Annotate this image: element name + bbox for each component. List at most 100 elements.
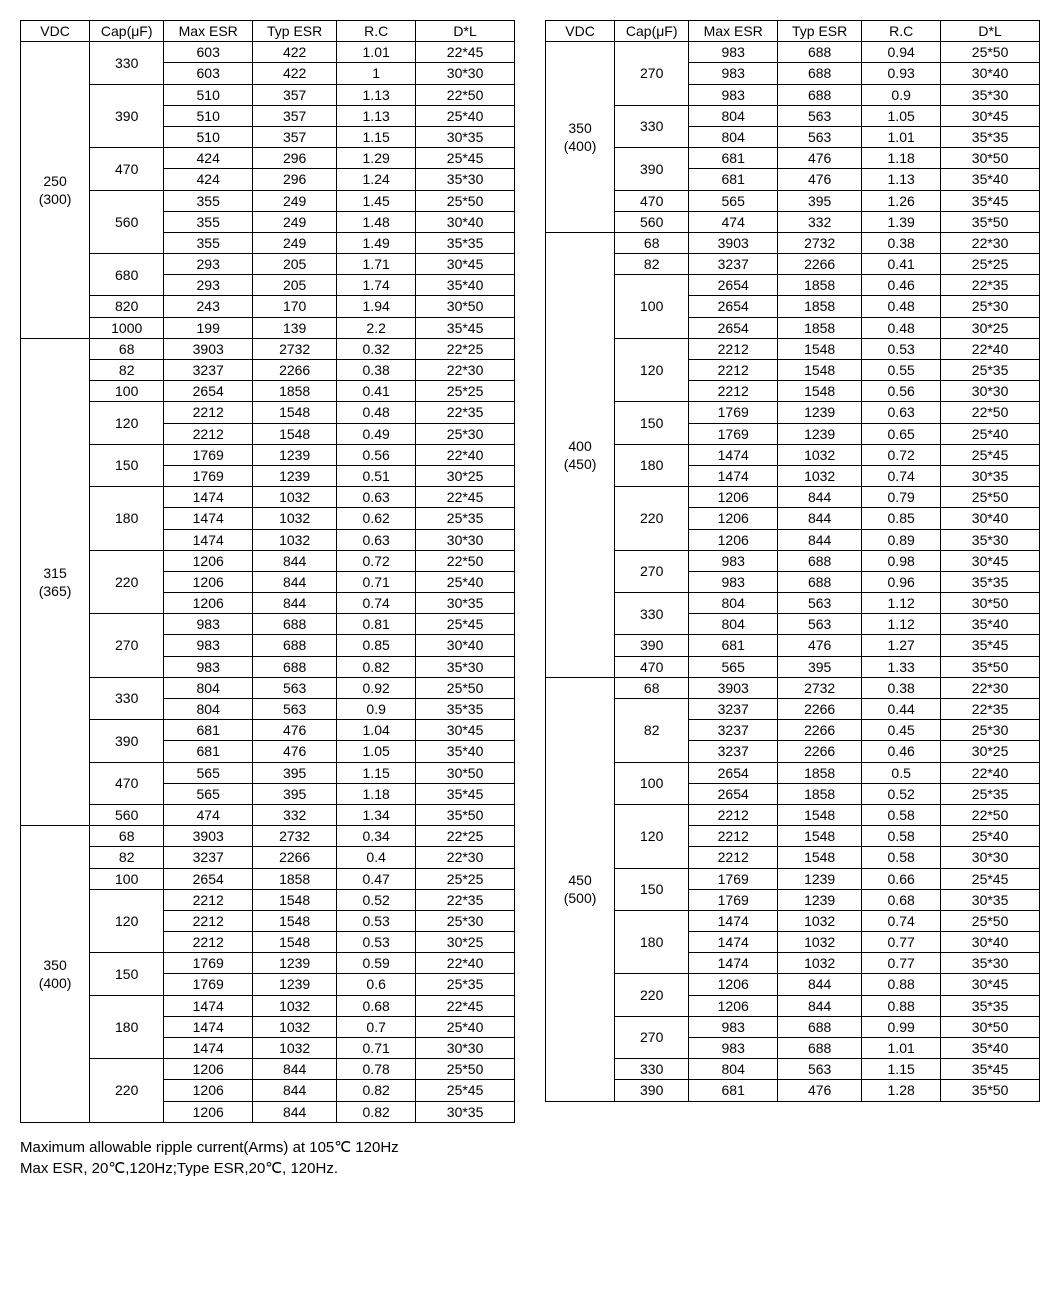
data-cell: 1.12: [862, 614, 941, 635]
data-cell: 0.52: [337, 889, 416, 910]
data-cell: 0.63: [337, 487, 416, 508]
cap-cell: 330: [90, 42, 164, 84]
col-header: Cap(μF): [90, 21, 164, 42]
data-cell: 395: [778, 190, 862, 211]
data-cell: 0.98: [862, 550, 941, 571]
data-cell: 35*30: [941, 84, 1040, 105]
data-cell: 30*45: [941, 105, 1040, 126]
data-cell: 35*45: [941, 1059, 1040, 1080]
data-cell: 2732: [778, 232, 862, 253]
right-table: VDCCap(μF)Max ESRTyp ESRR.CD*L350(400)27…: [545, 20, 1040, 1102]
table-row: 180147410320.7225*45: [546, 444, 1040, 465]
table-row: 3906814761.2835*50: [546, 1080, 1040, 1101]
data-cell: 35*35: [941, 571, 1040, 592]
table-row: 100265418580.4125*25: [21, 381, 515, 402]
data-cell: 25*50: [416, 677, 515, 698]
data-cell: 0.85: [337, 635, 416, 656]
data-cell: 22*40: [416, 444, 515, 465]
data-cell: 844: [253, 1101, 337, 1122]
data-cell: 0.94: [862, 42, 941, 63]
data-cell: 510: [164, 126, 253, 147]
data-cell: 804: [164, 699, 253, 720]
data-cell: 603: [164, 63, 253, 84]
data-cell: 0.68: [337, 995, 416, 1016]
cap-cell: 100: [90, 381, 164, 402]
table-row: 3308045631.0530*45: [546, 105, 1040, 126]
data-cell: 563: [778, 593, 862, 614]
cap-cell: 100: [615, 275, 689, 339]
data-cell: 1.05: [862, 105, 941, 126]
table-row: 2709836880.9830*45: [546, 550, 1040, 571]
data-cell: 1.18: [862, 148, 941, 169]
data-cell: 1548: [253, 889, 337, 910]
data-cell: 2212: [164, 423, 253, 444]
cap-cell: 150: [615, 402, 689, 444]
data-cell: 332: [778, 211, 862, 232]
data-cell: 983: [164, 635, 253, 656]
data-cell: 0.63: [862, 402, 941, 423]
data-cell: 1.94: [337, 296, 416, 317]
cap-cell: 68: [615, 232, 689, 253]
data-cell: 30*25: [941, 317, 1040, 338]
data-cell: 25*40: [416, 571, 515, 592]
data-cell: 688: [778, 550, 862, 571]
data-cell: 983: [689, 1016, 778, 1037]
cap-cell: 270: [90, 614, 164, 678]
data-cell: 35*40: [416, 275, 515, 296]
data-cell: 2654: [689, 275, 778, 296]
data-cell: 0.53: [337, 932, 416, 953]
cap-cell: 220: [615, 487, 689, 551]
data-cell: 30*30: [941, 847, 1040, 868]
col-header: Typ ESR: [253, 21, 337, 42]
data-cell: 0.46: [862, 741, 941, 762]
data-cell: 30*50: [941, 148, 1040, 169]
data-cell: 0.7: [337, 1016, 416, 1037]
data-cell: 0.44: [862, 699, 941, 720]
data-cell: 983: [689, 84, 778, 105]
data-cell: 0.72: [337, 550, 416, 571]
table-row: 82323722660.3822*30: [21, 360, 515, 381]
data-cell: 563: [778, 1059, 862, 1080]
table-row: 180147410320.6822*45: [21, 995, 515, 1016]
data-cell: 1032: [778, 910, 862, 931]
data-cell: 1.04: [337, 720, 416, 741]
col-header: R.C: [862, 21, 941, 42]
cap-cell: 330: [615, 1059, 689, 1080]
data-cell: 1032: [778, 465, 862, 486]
cap-cell: 82: [90, 360, 164, 381]
data-cell: 0.52: [862, 783, 941, 804]
data-cell: 30*30: [416, 1038, 515, 1059]
data-cell: 563: [778, 126, 862, 147]
data-cell: 3237: [689, 254, 778, 275]
data-cell: 30*30: [941, 381, 1040, 402]
data-cell: 22*30: [416, 847, 515, 868]
data-cell: 1548: [253, 423, 337, 444]
data-cell: 1474: [164, 487, 253, 508]
table-row: 3308045631.1230*50: [546, 593, 1040, 614]
data-cell: 0.9: [862, 84, 941, 105]
data-cell: 1858: [253, 868, 337, 889]
data-cell: 2654: [689, 783, 778, 804]
cap-cell: 680: [90, 254, 164, 296]
table-row: 5604743321.3935*50: [546, 211, 1040, 232]
table-row: 2709836880.8125*45: [21, 614, 515, 635]
data-cell: 1.45: [337, 190, 416, 211]
data-cell: 1206: [164, 593, 253, 614]
data-cell: 804: [689, 1059, 778, 1080]
data-cell: 844: [778, 508, 862, 529]
data-cell: 22*25: [416, 826, 515, 847]
data-cell: 25*30: [941, 720, 1040, 741]
data-cell: 2732: [253, 826, 337, 847]
data-cell: 0.65: [862, 423, 941, 444]
data-cell: 0.78: [337, 1059, 416, 1080]
data-cell: 395: [253, 762, 337, 783]
data-cell: 1548: [253, 402, 337, 423]
cap-cell: 68: [90, 826, 164, 847]
data-cell: 22*50: [941, 402, 1040, 423]
data-cell: 30*40: [941, 63, 1040, 84]
data-cell: 681: [689, 1080, 778, 1101]
data-cell: 0.53: [337, 910, 416, 931]
table-row: 82323722660.4422*35: [546, 699, 1040, 720]
data-cell: 1769: [689, 868, 778, 889]
cap-cell: 470: [615, 190, 689, 211]
